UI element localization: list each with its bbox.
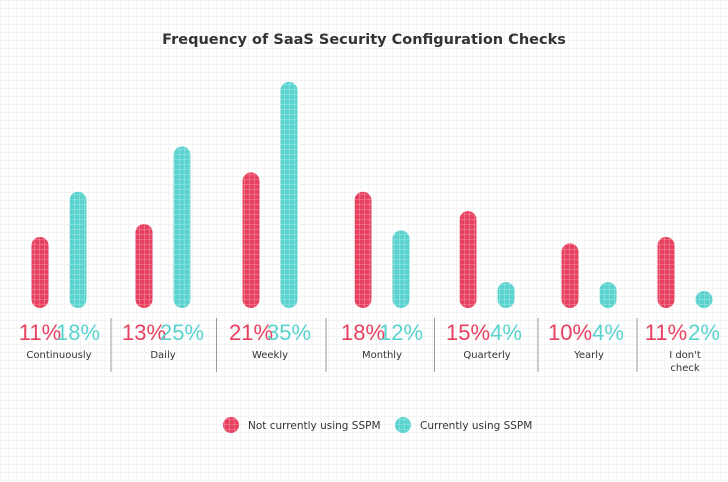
bar-pattern — [280, 81, 298, 309]
category-label: Yearly — [573, 350, 604, 361]
data-label: 15% — [446, 320, 490, 345]
category-label: Quarterly — [463, 350, 510, 361]
data-label: 11% — [19, 320, 61, 345]
category-label: Monthly — [362, 350, 402, 361]
bar-pattern — [354, 191, 372, 308]
data-label: 11% — [645, 320, 687, 345]
legend-label: Not currently using SSPM — [248, 420, 381, 432]
data-label: 4% — [592, 320, 624, 345]
bar-pattern — [135, 224, 153, 308]
bar-pattern — [242, 172, 260, 308]
bar-pattern — [599, 282, 617, 308]
legend-marker-pattern — [395, 417, 411, 433]
bar-pattern — [657, 236, 675, 308]
chart-title: Frequency of SaaS Security Configuration… — [162, 32, 566, 48]
category-label: check — [670, 363, 699, 374]
bar-pattern — [31, 236, 49, 308]
legend-marker-pattern — [223, 417, 239, 433]
bar-pattern — [695, 291, 713, 308]
bar-pattern — [392, 230, 410, 308]
bar-pattern — [69, 191, 87, 308]
category-label: I don't — [669, 350, 701, 361]
category-label: Weekly — [252, 350, 288, 361]
legend-label: Currently using SSPM — [420, 420, 532, 432]
category-label: Daily — [150, 350, 175, 361]
data-label: 10% — [548, 320, 592, 345]
data-label: 2% — [688, 320, 720, 345]
data-label: 25% — [160, 320, 204, 345]
data-label: 12% — [379, 320, 423, 345]
data-label: 18% — [56, 320, 100, 345]
bar-pattern — [459, 211, 477, 308]
data-label: 13% — [122, 320, 166, 345]
data-label: 18% — [341, 320, 385, 345]
category-label: Continuously — [26, 350, 91, 361]
bar-pattern — [173, 146, 191, 308]
data-label: 4% — [490, 320, 522, 345]
data-label: 21% — [229, 320, 273, 345]
bar-pattern — [497, 282, 515, 308]
data-label: 35% — [267, 320, 311, 345]
bar-pattern — [561, 243, 579, 308]
